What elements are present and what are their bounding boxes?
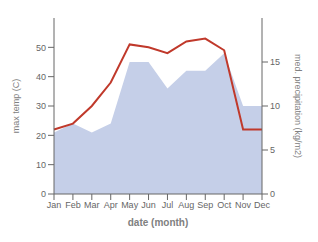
svg-text:Oct: Oct [217,200,232,210]
svg-text:May: May [121,200,139,210]
svg-text:5: 5 [270,145,275,155]
svg-text:50: 50 [36,43,46,53]
svg-text:Apr: Apr [104,200,118,210]
svg-text:Jul: Jul [162,200,174,210]
svg-text:Jan: Jan [47,200,62,210]
svg-text:max temp (C): max temp (C) [11,79,21,134]
svg-text:20: 20 [36,131,46,141]
svg-text:Jun: Jun [141,200,156,210]
svg-text:Feb: Feb [65,200,81,210]
svg-text:Mar: Mar [84,200,100,210]
svg-text:10: 10 [36,160,46,170]
svg-text:10: 10 [270,101,280,111]
svg-text:40: 40 [36,72,46,82]
svg-text:30: 30 [36,101,46,111]
svg-text:date (month): date (month) [128,217,189,228]
svg-text:0: 0 [270,189,275,199]
svg-text:Aug: Aug [178,200,194,210]
svg-text:15: 15 [270,57,280,67]
svg-text:Nov: Nov [235,200,252,210]
svg-text:Sep: Sep [197,200,213,210]
svg-text:Dec: Dec [254,200,271,210]
svg-text:med. precipitation (kg/m2): med. precipitation (kg/m2) [293,54,303,158]
svg-text:0: 0 [41,189,46,199]
